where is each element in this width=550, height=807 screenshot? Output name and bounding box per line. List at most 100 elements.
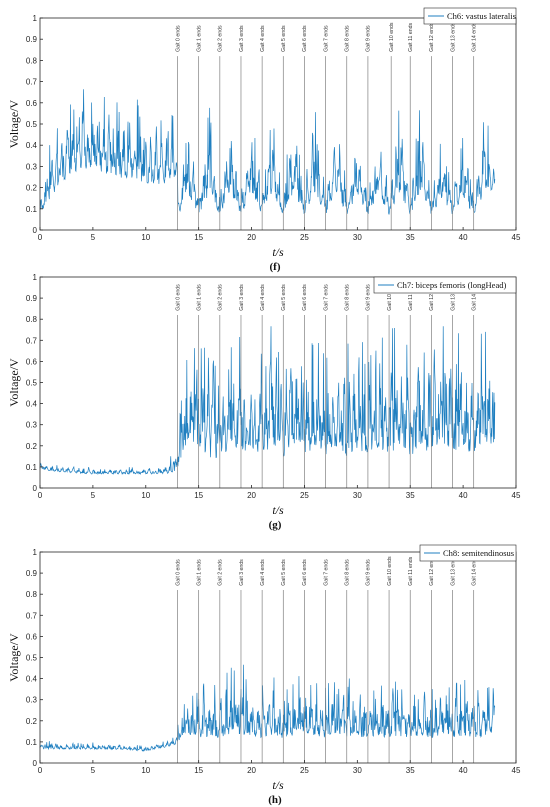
gait-marker-label: Gait 5 ends [281, 25, 287, 52]
x-tick-label: 15 [194, 491, 203, 500]
legend-box [423, 7, 517, 25]
x-tick-label: 10 [141, 491, 150, 500]
x-tick-label: 0 [38, 766, 43, 775]
y-tick-label: 0.7 [26, 78, 38, 87]
y-tick-label: 0.5 [26, 120, 38, 129]
gait-marker-label: Gait 6 ends [302, 284, 308, 311]
gait-marker-label: Gait 13 ends [450, 556, 456, 586]
gait-marker-label: Gait 14 ends [471, 556, 477, 586]
y-tick-label: 0.5 [26, 379, 38, 388]
y-tick-label: 0.3 [26, 421, 38, 430]
legend-label: Ch8: semitendinosus [443, 548, 514, 558]
x-tick-label: 5 [91, 233, 96, 242]
gait-marker-label: Gait 14 ends [471, 22, 477, 52]
gait-marker-label: Gait 6 ends [302, 25, 308, 52]
panel-label: (g) [269, 519, 282, 531]
y-tick-label: 0 [33, 226, 38, 235]
x-tick-label: 15 [194, 766, 203, 775]
gait-marker-label: Gait 13 ends [450, 22, 456, 52]
gait-marker-label: Gait 8 ends [345, 25, 351, 52]
x-tick-label: 45 [512, 491, 521, 500]
y-tick-label: 0.3 [26, 162, 38, 171]
y-tick-label: 0.7 [26, 611, 38, 620]
x-axis-label: t/s [272, 503, 284, 517]
y-tick-label: 0.1 [26, 463, 38, 472]
gait-marker-label: Gait 3 ends [239, 559, 245, 586]
gait-marker-label: Gait 11 ends [408, 281, 414, 310]
x-tick-label: 45 [512, 766, 521, 775]
y-tick-label: 0.3 [26, 696, 38, 705]
signal-trace-line [39, 89, 496, 215]
gait-marker-label: Gait 10 ends [387, 281, 393, 311]
y-tick-label: 0.5 [26, 654, 38, 663]
gait-marker-label: Gait 14 ends [471, 281, 477, 311]
gait-marker-label: Gait 5 ends [281, 284, 287, 311]
x-tick-label: 5 [91, 766, 96, 775]
gait-marker-label: Gait 0 ends [175, 25, 181, 52]
chart-panel-0: Gait 0 ends Gait 1 ends Gait 2 ends Gait 3 … [7, 7, 521, 273]
gait-marker-label: Gait 12 ends [429, 22, 435, 52]
gait-marker-label: Gait 10 ends [389, 22, 395, 52]
gait-marker-label: Gait 12 ends [429, 281, 435, 311]
gait-marker-label: Gait 4 ends [260, 25, 266, 52]
legend-label: Ch7: biceps femoris (longHead) [397, 280, 506, 290]
x-tick-label: 30 [353, 233, 362, 242]
gait-marker-label: Gait 6 ends [302, 559, 308, 586]
gait-marker-label: Gait 1 ends [196, 559, 202, 586]
gait-marker-label: Gait 7 ends [323, 25, 329, 52]
gait-marker-label: Gait 1 ends [196, 25, 202, 52]
gait-marker-label: Gait 2 ends [218, 25, 224, 52]
axes-frame [39, 551, 517, 764]
y-tick-label: 0.6 [26, 357, 38, 366]
y-tick-label: 0.9 [26, 35, 38, 44]
gait-marker-label: Gait 7 ends [323, 559, 329, 586]
legend-label: Ch6: vastus lateralis [447, 11, 516, 21]
panel-label: (h) [268, 794, 282, 806]
gait-marker-label: Gait 4 ends [260, 559, 266, 586]
x-tick-label: 35 [406, 233, 415, 242]
x-tick-label: 20 [247, 491, 256, 500]
x-tick-label: 35 [406, 766, 415, 775]
gait-marker-label: Gait 13 ends [450, 281, 456, 311]
x-tick-label: 0 [38, 233, 43, 242]
y-tick-label: 0 [33, 484, 38, 493]
y-tick-label: 1 [33, 14, 38, 23]
gait-marker-label: Gait 9 ends [366, 559, 372, 586]
y-tick-label: 0.4 [26, 675, 38, 684]
gait-marker-label: Gait 11 ends [408, 22, 414, 51]
y-tick-label: 0.1 [26, 738, 38, 747]
y-tick-label: 0 [33, 759, 38, 768]
gait-marker-label: Gait 5 ends [281, 559, 287, 586]
x-axis-label: t/s [272, 778, 284, 792]
y-tick-label: 0.1 [26, 205, 38, 214]
gait-marker-label: Gait 8 ends [345, 559, 351, 586]
x-tick-label: 30 [353, 491, 362, 500]
signal-trace-line [39, 664, 496, 752]
y-axis-label: Voltage/V [7, 99, 21, 148]
y-tick-label: 0.2 [26, 717, 38, 726]
gait-marker-label: Gait 9 ends [366, 284, 372, 311]
gait-marker-label: Gait 4 ends [260, 284, 266, 311]
signal-trace-line [39, 326, 496, 476]
x-tick-label: 25 [300, 233, 309, 242]
chart-panel-2: Gait 0 ends Gait 1 ends Gait 2 ends Gait 3 … [7, 544, 521, 806]
y-tick-label: 0.8 [26, 315, 38, 324]
x-tick-label: 20 [247, 233, 256, 242]
y-tick-label: 0.6 [26, 99, 38, 108]
y-tick-label: 0.4 [26, 400, 38, 409]
gait-marker-label: Gait 11 ends [408, 556, 414, 585]
x-tick-label: 20 [247, 766, 256, 775]
chart-panel-1: Gait 0 ends Gait 1 ends Gait 2 ends Gait 3 … [7, 273, 521, 531]
y-tick-label: 1 [33, 273, 38, 282]
y-tick-label: 0.7 [26, 336, 38, 345]
x-tick-label: 0 [38, 491, 43, 500]
gait-marker-label: Gait 3 ends [239, 284, 245, 311]
x-tick-label: 15 [194, 233, 203, 242]
x-tick-label: 35 [406, 491, 415, 500]
gait-marker-label: Gait 12 ends [429, 556, 435, 586]
y-tick-label: 0.9 [26, 294, 38, 303]
gait-marker-label: Gait 1 ends [196, 284, 202, 311]
x-axis-label: t/s [272, 245, 284, 259]
y-tick-label: 0.2 [26, 442, 38, 451]
